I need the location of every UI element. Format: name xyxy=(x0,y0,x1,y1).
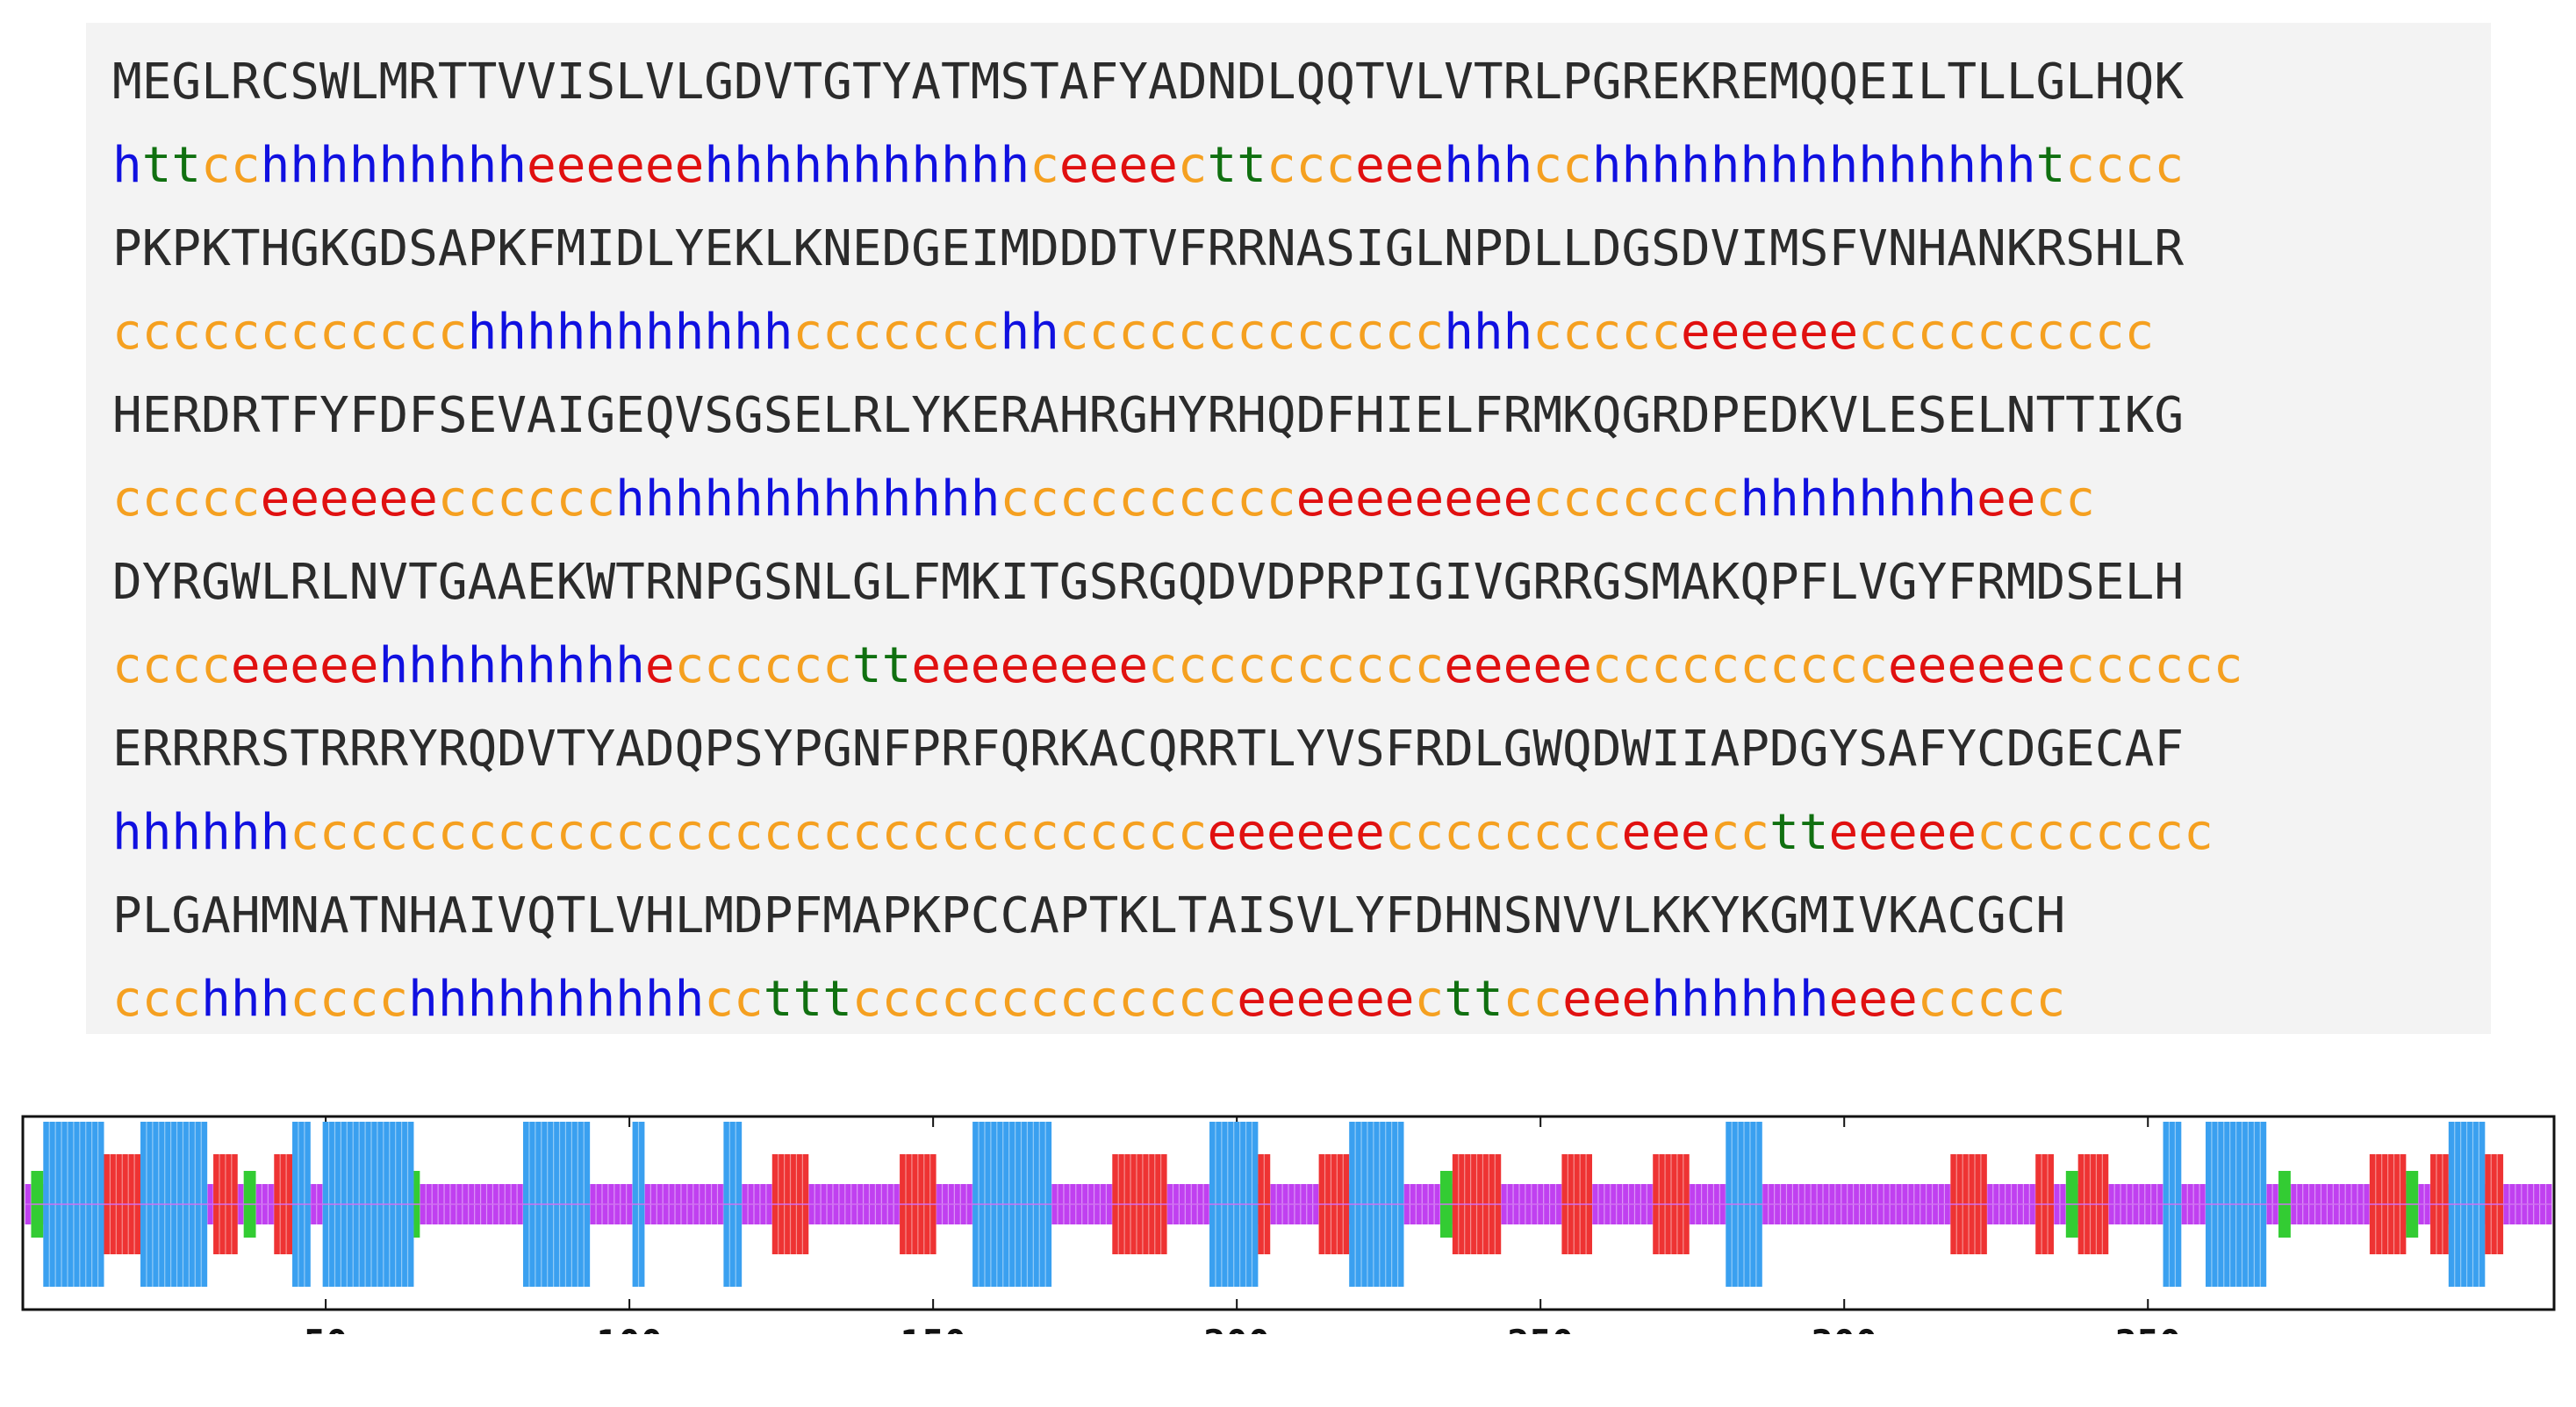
structure-run: cc xyxy=(2035,470,2095,528)
structure-row: cccccccccccchhhhhhhhhhhccccccchhcccccccc… xyxy=(112,291,2243,374)
tick-label: 150 xyxy=(900,1322,966,1334)
structure-run: hhhhhhhhhhhhhhh xyxy=(1591,137,2036,194)
structure-run: cccccccccc xyxy=(1000,470,1296,528)
structure-run: eeeeee xyxy=(1237,971,1415,1028)
tick-label: 250 xyxy=(1507,1322,1574,1334)
structure-run: ccccc xyxy=(112,470,261,528)
structure-run: cccccc xyxy=(2065,637,2243,694)
structure-run: eeeeee xyxy=(527,137,705,194)
structure-run: hhhhhhhh xyxy=(1740,470,1977,528)
structure-run: e xyxy=(644,637,675,694)
structure-run: eeee xyxy=(1058,137,1178,194)
structure-run: ttt xyxy=(763,971,852,1028)
sequence-block: MEGLRCSWLMRTTVVISLVLGDVTGTYATMSTAFYADNDL… xyxy=(112,40,2243,1041)
structure-run: hhhhhhhhhhhhh xyxy=(615,470,1001,528)
structure-run: eeeeee xyxy=(1680,304,1859,361)
sequence-row: MEGLRCSWLMRTTVVISLVLGDVTGTYATMSTAFYADNDL… xyxy=(112,54,2185,111)
structure-run: eeeeee xyxy=(1887,637,2066,694)
structure-row: ccccceeeeeecccccchhhhhhhhhhhhhcccccccccc… xyxy=(112,457,2243,541)
plot-axis: 50 100 150 200 250 300 350 xyxy=(304,1322,2181,1365)
structure-run: cc xyxy=(201,137,261,194)
structure-run: hhhhhhhhh xyxy=(260,137,527,194)
structure-run: hhh xyxy=(1444,137,1533,194)
structure-run: eee xyxy=(1621,804,1711,861)
structure-run: hhhhhh xyxy=(112,804,291,861)
structure-run: ccccccccccccc xyxy=(851,971,1238,1028)
structure-run: ccc xyxy=(1266,137,1356,194)
structure-run: cccc xyxy=(290,971,409,1028)
tick-label: 300 xyxy=(1811,1322,1877,1334)
structure-run: cc xyxy=(1710,804,1770,861)
structure-run: hh xyxy=(1000,304,1059,361)
tick-label: 350 xyxy=(2114,1322,2181,1334)
structure-run: tt xyxy=(1769,804,1829,861)
structure-run: eeeee xyxy=(1828,804,1977,861)
structure-run: cccc xyxy=(2065,137,2185,194)
structure-run: cccccccc xyxy=(1384,804,1622,861)
structure-run: tt xyxy=(141,137,202,194)
tick-label: 50 xyxy=(304,1322,348,1334)
tick-label: 200 xyxy=(1203,1322,1270,1334)
plot-marks xyxy=(25,1122,2552,1287)
structure-run: cc xyxy=(1532,137,1592,194)
structure-row: hhhhhhccccccccccccccccccccccccccccccceee… xyxy=(112,791,2243,874)
structure-run: cccccc xyxy=(674,637,852,694)
structure-run: cccc xyxy=(112,637,231,694)
structure-run: hhhhhhhhhh xyxy=(408,971,705,1028)
structure-run: ccccc xyxy=(1532,304,1681,361)
structure-run: hhh xyxy=(201,971,291,1028)
structure-run: cc xyxy=(704,971,764,1028)
structure-plot-svg: 50 100 150 200 250 300 350 xyxy=(21,1115,2556,1365)
structure-run: cc xyxy=(1503,971,1563,1028)
structure-run: eeeeee xyxy=(1207,804,1385,861)
structure-run: cccccccccc xyxy=(1148,637,1445,694)
structure-run: eee xyxy=(1828,971,1918,1028)
structure-run: ccc xyxy=(112,971,202,1028)
structure-run: eeeeee xyxy=(260,470,438,528)
structure-run: ccccc xyxy=(1917,971,2066,1028)
structure-row: ccchhhcccchhhhhhhhhhcctttcccccccccccccee… xyxy=(112,958,2243,1041)
structure-run: ccccccc xyxy=(1532,470,1740,528)
structure-run: ccccccccccccccccccccccccccccccc xyxy=(290,804,1208,861)
structure-run: tt xyxy=(851,637,912,694)
structure-run: tt xyxy=(1444,971,1503,1028)
structure-run: hhhhhhhhhhh xyxy=(704,137,1030,194)
structure-run: hhhhhhhhhhh xyxy=(467,304,793,361)
structure-plot: 50 100 150 200 250 300 350 xyxy=(21,1115,2558,1365)
sequence-row: PLGAHMNATNHAIVQTLVHLMDPFMAPKPCCAPTKLTAIS… xyxy=(112,887,2066,944)
structure-run: c xyxy=(1177,137,1208,194)
structure-run: hhhhhh xyxy=(1651,971,1829,1028)
structure-run: c xyxy=(1030,137,1059,194)
tick-label: 100 xyxy=(596,1322,663,1334)
sequence-row: ERRRRSTRRRYRQDVTYADQPSYPGNFPRFQRKACQRRTL… xyxy=(112,721,2185,778)
structure-run: hhhhhhhhh xyxy=(378,637,645,694)
structure-run: eeeeeeee xyxy=(911,637,1149,694)
structure-run: ee xyxy=(1977,470,2036,528)
sequence-row: DYRGWLRLNVTGAAEKWTRNPGSNLGLFMKITGSRGQDVD… xyxy=(112,554,2185,611)
structure-row: httcchhhhhhhhheeeeeehhhhhhhhhhhceeeecttc… xyxy=(112,124,2243,207)
structure-row: cccceeeeehhhhhhhhhecccccctteeeeeeeeccccc… xyxy=(112,624,2243,707)
structure-run: cccccc xyxy=(437,470,616,528)
structure-run: ccccccc xyxy=(793,304,1001,361)
structure-run: eeeeeeee xyxy=(1295,470,1533,528)
structure-run: cccccccccc xyxy=(1858,304,2155,361)
sequence-panel: MEGLRCSWLMRTTVVISLVLGDVTGTYATMSTAFYADNDL… xyxy=(86,23,2491,1034)
structure-run: eeeee xyxy=(1444,637,1592,694)
structure-run: cccccccccccc xyxy=(112,304,468,361)
structure-run: ccccccccccccc xyxy=(1058,304,1445,361)
structure-run: eeeee xyxy=(230,637,379,694)
structure-run: hhh xyxy=(1444,304,1533,361)
sequence-row: HERDRTFYFDFSEVAIGEQVSGSELRLYKERAHRGHYRHQ… xyxy=(112,387,2185,444)
structure-run: eee xyxy=(1355,137,1445,194)
structure-run: h xyxy=(112,137,142,194)
structure-run: tt xyxy=(1207,137,1266,194)
structure-run: c xyxy=(1414,971,1445,1028)
structure-run: cccccccccc xyxy=(1591,637,1888,694)
structure-run: cccccccc xyxy=(1977,804,2214,861)
structure-run: t xyxy=(2035,137,2066,194)
structure-run: eee xyxy=(1562,971,1652,1028)
sequence-row: PKPKTHGKGDSAPKFMIDLYEKLKNEDGEIMDDDTVFRRN… xyxy=(112,220,2185,277)
